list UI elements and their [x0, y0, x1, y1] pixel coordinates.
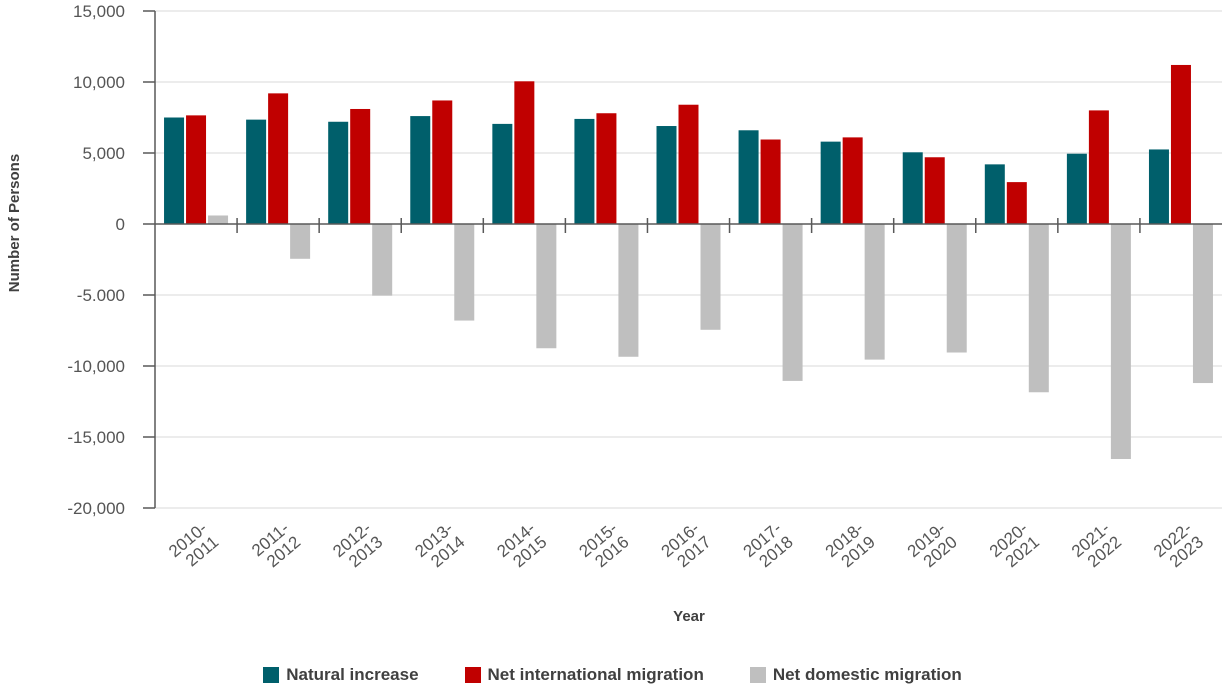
x-tick-label: 2014-2015	[493, 519, 550, 575]
legend-label-natural-increase: Natural increase	[286, 665, 419, 684]
bar	[1006, 182, 1027, 224]
bar	[984, 164, 1005, 224]
bar	[372, 224, 393, 296]
y-tick-label: -10,000	[67, 357, 125, 376]
y-axis: 15,000 10,000 5,000 0 -5.000 -10,000 -15,000 -2…	[67, 2, 156, 518]
bar	[678, 104, 699, 224]
legend-item-natural-increase: Natural increase	[263, 665, 419, 685]
x-tick-label: 2019-2020	[904, 519, 961, 575]
x-axis-title: Year	[673, 608, 705, 625]
x-tick-label: 2013-2014	[411, 519, 468, 575]
bar	[782, 224, 803, 381]
bar	[328, 121, 349, 224]
bar	[700, 224, 721, 330]
x-tick-label: 2022-2023	[1150, 519, 1207, 575]
bar	[596, 113, 617, 224]
y-axis-title: Number of Persons	[6, 154, 23, 292]
bar	[246, 119, 267, 224]
bar	[410, 116, 431, 224]
legend-label-net-domestic-migration: Net domestic migration	[772, 665, 962, 684]
bar-chart: 15,000 10,000 5,000 0 -5.000 -10,000 -15,000 -2…	[6, 2, 1222, 625]
bar	[864, 224, 885, 360]
bar	[514, 81, 535, 224]
x-tick-label: 2011-2012	[248, 519, 304, 574]
bar	[618, 224, 639, 357]
bar	[1110, 224, 1131, 460]
bar	[1028, 224, 1049, 393]
bar	[1148, 149, 1169, 224]
bar	[738, 130, 759, 224]
legend-swatch-net-domestic-migration	[749, 667, 766, 683]
legend-item-net-international-migration: Net international migration	[464, 665, 704, 685]
x-tick-label: 2015-2016	[575, 519, 632, 575]
bar	[164, 117, 185, 224]
legend-item-net-domestic-migration: Net domestic migration	[749, 665, 962, 685]
bar	[946, 224, 967, 353]
y-tick-label: 5,000	[82, 144, 125, 163]
bar	[454, 224, 475, 321]
bar	[1170, 64, 1191, 225]
bar	[1066, 153, 1087, 224]
legend-swatch-natural-increase	[263, 667, 280, 683]
bar	[492, 123, 513, 224]
y-tick-label: -20,000	[67, 499, 125, 518]
x-tick-label: 2017-2018	[740, 519, 797, 575]
bar	[656, 126, 677, 224]
legend-label-net-international-migration: Net international migration	[487, 665, 704, 684]
y-tick-label: -5.000	[77, 286, 125, 305]
bar	[1192, 224, 1213, 384]
legend: Natural increase Net international migra…	[0, 663, 1225, 687]
y-tick-label: 15,000	[73, 2, 125, 21]
bar	[290, 224, 311, 259]
bar	[432, 100, 453, 224]
bar	[902, 152, 923, 224]
x-tick-label: 2020-2021	[986, 519, 1043, 575]
bar	[842, 137, 863, 224]
bar	[1088, 110, 1109, 224]
bars	[164, 64, 1213, 460]
x-tick-label: 2010-2011	[165, 519, 222, 575]
gridlines	[155, 10, 1222, 509]
y-tick-label: 0	[116, 215, 125, 234]
y-tick-label: 10,000	[73, 73, 125, 92]
x-tick-label: 2012-2013	[329, 519, 386, 575]
x-tick-label: 2021-2022	[1068, 519, 1125, 575]
bar	[760, 139, 781, 224]
x-tick-label: 2016-2017	[658, 519, 715, 575]
y-tick-label: -15,000	[67, 428, 125, 447]
bar	[186, 115, 207, 224]
x-tick-label: 2018-2019	[822, 519, 879, 575]
x-axis: 2010-2011 2011-2012 2012-2013 2013-2014 2014…	[155, 218, 1222, 575]
bar	[208, 215, 229, 224]
bar	[924, 157, 945, 224]
bar	[536, 224, 557, 349]
legend-swatch-net-international-migration	[464, 667, 481, 683]
bar	[574, 118, 595, 224]
bar	[820, 141, 841, 224]
bar	[268, 93, 289, 224]
bar	[350, 108, 371, 224]
